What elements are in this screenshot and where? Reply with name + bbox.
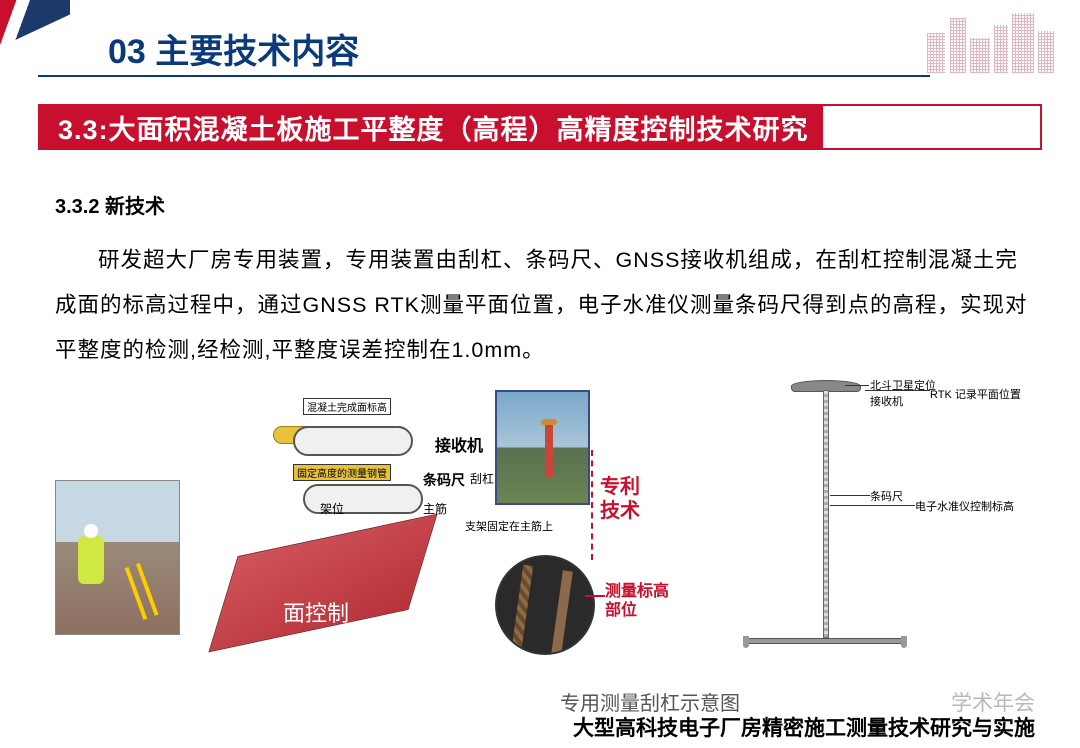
schematic-label-2: RTK 记录平面位置 <box>930 386 1021 402</box>
patent-arrow <box>591 450 595 560</box>
page-title: 03 主要技术内容 <box>108 24 359 73</box>
pipe-note-2: 固定高度的测量钢管 <box>293 464 391 481</box>
circle-label: 测量标高 部位 <box>605 582 669 620</box>
tower-photo <box>495 390 590 505</box>
schematic-label-1: 北斗卫星定位 接收机 <box>870 377 936 409</box>
label-barcode: 条码尺 <box>423 470 465 490</box>
label-scraper: 刮杠 <box>470 470 494 487</box>
title-text: 主要技术内容 <box>155 33 359 71</box>
title-underline <box>38 75 930 77</box>
schematic-label-3: 条码尺 <box>870 488 903 504</box>
schematic-label-4: 电子水准仪控制标高 <box>915 498 1014 514</box>
title-number: 03 <box>108 33 146 71</box>
figure-container: 混凝土完成面标高 固定高度的测量钢管 面控制 架位 接收机 条码尺 刮杠 主筋 … <box>55 390 1025 690</box>
label-receiver: 接收机 <box>435 432 483 456</box>
slab-label: 面控制 <box>283 596 349 628</box>
label-fixed: 支架固定在主筋上 <box>465 518 553 534</box>
subsection-heading: 3.3.2 新技术 <box>55 190 165 219</box>
footer-text: 大型高科技电子厂房精密施工测量技术研究与实施 <box>573 712 1035 742</box>
building-decoration <box>922 8 1062 73</box>
surveyor-photo <box>55 480 180 635</box>
circle-leader <box>585 595 605 597</box>
pipe-note-1: 混凝土完成面标高 <box>303 398 391 415</box>
section-label: 3.3:大面积混凝土板施工平整度（高程）高精度控制技术研究 <box>40 106 823 148</box>
body-paragraph: 研发超大厂房专用装置，专用装置由刮杠、条码尺、GNSS接收机组成，在刮杠控制混凝… <box>55 238 1038 373</box>
label-base: 主筋 <box>423 500 447 517</box>
detail-circle <box>495 555 595 655</box>
device-schematic: 北斗卫星定位 接收机 RTK 记录平面位置 条码尺 电子水准仪控制标高 <box>745 380 1025 680</box>
label-site: 架位 <box>320 500 344 517</box>
section-bar: 3.3:大面积混凝土板施工平整度（高程）高精度控制技术研究 <box>38 104 1042 150</box>
patent-badge: 专利 技术 <box>600 475 640 523</box>
corner-ribbon <box>0 0 70 55</box>
